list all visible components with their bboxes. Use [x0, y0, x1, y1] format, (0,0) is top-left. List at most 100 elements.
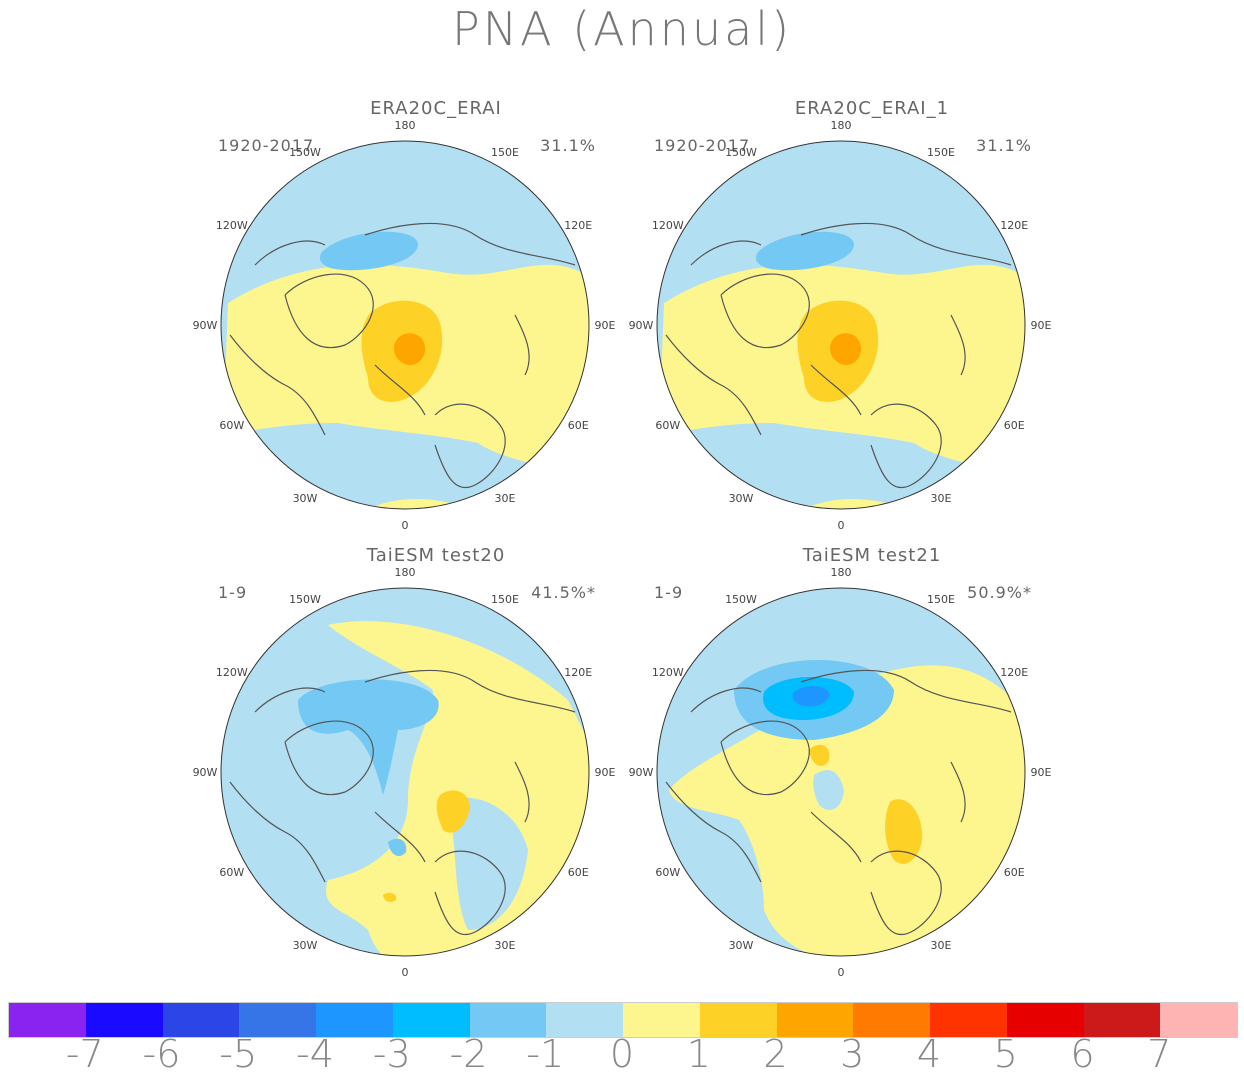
panel-percent: 31.1%: [976, 136, 1032, 155]
longitude-label: 60W: [655, 419, 680, 432]
panel-percent: 41.5%*: [531, 583, 596, 602]
longitude-label: 90W: [193, 766, 218, 779]
colorbar-label: -5: [219, 1032, 258, 1076]
panel-period: 1-9: [218, 583, 248, 602]
longitude-label: 60E: [568, 419, 589, 432]
coastline: [254, 687, 326, 713]
coastline: [810, 364, 862, 416]
colorbar-label: 3: [840, 1032, 865, 1076]
coastline: [229, 781, 326, 883]
polar-map: 180 150E 120E 90E 60E 30E 0 30W 60W 90W 120W 150W: [629, 566, 1052, 979]
polar-map: 180 150E 120E 90E 60E 30E 0 30W 60W 90W 120W 150W: [629, 119, 1052, 532]
positive-region: [669, 665, 1025, 956]
polar-map: 180 150E 120E 90E 60E 30E 0 30W 60W 90W 120W 150W: [193, 566, 616, 979]
colorbar-label: -4: [296, 1032, 334, 1076]
map-field: [657, 588, 1025, 956]
coastline: [284, 720, 374, 796]
colorbar-label: -6: [142, 1032, 181, 1076]
longitude-label: 60E: [1004, 866, 1025, 879]
panel-title: ERA20C_ERAI_1: [794, 98, 950, 119]
colorbar-label: 7: [1147, 1032, 1172, 1076]
longitude-label: 120W: [652, 666, 684, 679]
colorbar-label: -7: [65, 1032, 104, 1076]
coastline: [665, 781, 762, 883]
longitude-label: 60E: [568, 866, 589, 879]
longitude-label: 120E: [1000, 666, 1028, 679]
negative-center: [388, 838, 407, 857]
colorbar-label: 0: [609, 1032, 635, 1076]
panel-title: TaiESM test20: [366, 545, 506, 566]
colorbar-swatch: [776, 1003, 854, 1037]
longitude-label: 30E: [931, 939, 952, 952]
longitude-label: 30E: [495, 492, 516, 505]
longitude-label: 0: [402, 519, 409, 532]
longitude-label: 30E: [495, 939, 516, 952]
longitude-label: 90E: [1031, 319, 1052, 332]
longitude-label: 120W: [216, 666, 248, 679]
figure-title: PNA (Annual): [451, 2, 793, 56]
longitude-label: 0: [838, 519, 845, 532]
longitude-label: 120W: [652, 219, 684, 232]
panel-title: ERA20C_ERAI: [370, 98, 502, 119]
longitude-label: 30W: [729, 939, 754, 952]
colorbar-label: 6: [1070, 1032, 1095, 1076]
coastline: [364, 669, 576, 713]
colorbar-swatch: [162, 1003, 240, 1037]
longitude-label: 30W: [293, 939, 318, 952]
coastline: [374, 811, 426, 863]
longitude-label: 120W: [216, 219, 248, 232]
polar-map: 180 150E 120E 90E 60E 30E 0 30W 60W 90W 120W 150W: [193, 119, 616, 532]
longitude-label: 30W: [729, 492, 754, 505]
coastline: [364, 222, 576, 266]
colorbar-swatch: [1160, 1003, 1237, 1037]
coastline: [374, 364, 426, 416]
negative-peak: [792, 686, 830, 707]
colorbar-swatch: [853, 1003, 930, 1037]
negative-center: [319, 231, 418, 271]
longitude-label: 90E: [595, 319, 616, 332]
negative-region: [448, 797, 528, 930]
longitude-label: 60E: [1004, 419, 1025, 432]
coastline: [514, 761, 530, 823]
panel-period: 1920-2017: [654, 136, 751, 155]
colorbar-swatch: [9, 1003, 86, 1037]
longitude-label: 90E: [595, 766, 616, 779]
map-panel-1: ERA20C_ERAI 1920-2017 31.1% 180 150E 120E 9…: [193, 98, 654, 538]
coastline: [690, 240, 762, 266]
positive-center: [885, 799, 923, 864]
positive-region: [223, 264, 589, 493]
longitude-label: 150W: [725, 593, 757, 606]
longitude-label: 180: [831, 119, 852, 132]
positive-peak: [394, 333, 426, 366]
panel-percent: 50.9%*: [967, 583, 1032, 602]
colorbar-label: -2: [449, 1032, 488, 1076]
coastline: [870, 403, 942, 489]
longitude-label: 60W: [655, 866, 680, 879]
longitude-label: 60W: [219, 866, 244, 879]
colorbar-label: 2: [763, 1032, 788, 1076]
map-boundary: [220, 587, 590, 957]
longitude-label: 180: [395, 566, 416, 579]
colorbar-swatch: [316, 1003, 393, 1037]
colorbar-swatch: [546, 1003, 623, 1037]
coastline: [690, 687, 762, 713]
longitude-label: 90W: [629, 319, 654, 332]
panel-period: 1-9: [654, 583, 684, 602]
longitude-label: 150E: [927, 146, 955, 159]
panel-title: TaiESM test21: [802, 545, 942, 566]
coastline: [950, 314, 966, 376]
coastline: [720, 720, 810, 796]
colorbar: [8, 1002, 1238, 1038]
longitude-label: 180: [831, 566, 852, 579]
colorbar-label: 1: [686, 1032, 711, 1076]
longitude-label: 150E: [927, 593, 955, 606]
map-panel-3: TaiESM test20 1-9 41.5%* 180 150E 120E 90E 6…: [193, 545, 654, 985]
coastline: [950, 761, 966, 823]
coastline: [434, 850, 506, 936]
longitude-label: 120E: [1000, 219, 1028, 232]
coastline: [800, 669, 1012, 713]
map-panel-4: TaiESM test21 1-9 50.9%* 180 150E 120E 90E 6…: [629, 545, 1090, 985]
longitude-label: 90E: [1031, 766, 1052, 779]
colorbar-labels: -7 -6 -5 -4 -3 -2 -1 0 1 2 3 4 5 6 7: [0, 1032, 1244, 1082]
colorbar-label: -3: [372, 1032, 411, 1076]
